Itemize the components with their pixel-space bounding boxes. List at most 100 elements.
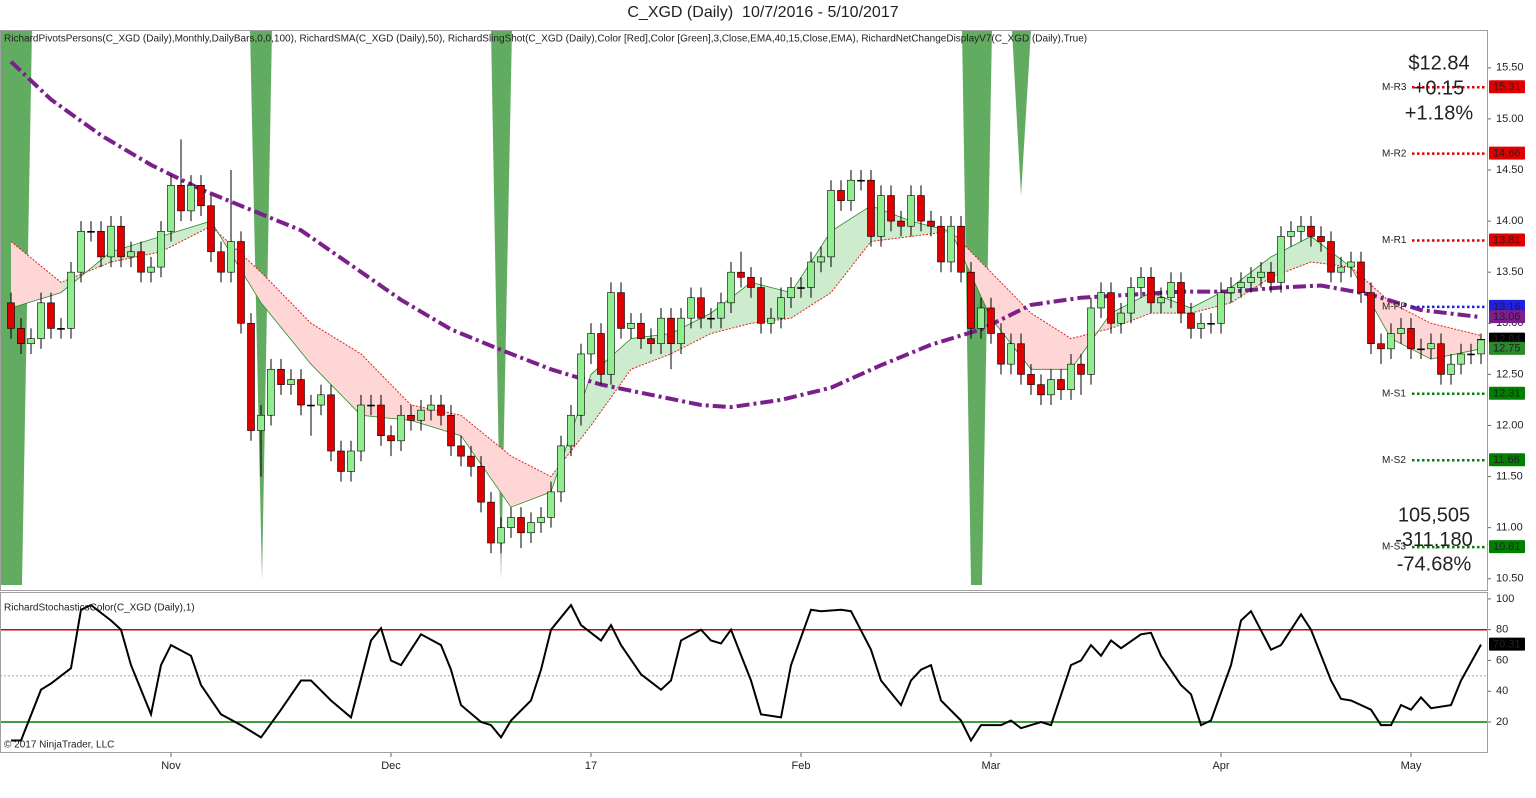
candle-body (987, 307, 995, 334)
candle-body (907, 195, 915, 227)
candle-body (1327, 241, 1335, 273)
net-change-price: $12.84 (1408, 52, 1469, 74)
candle-body (1047, 379, 1055, 396)
candle-body (837, 190, 845, 201)
candle-body (47, 302, 55, 329)
signal-spike (491, 30, 512, 580)
ribbon-fill (1031, 313, 1071, 370)
candle-body (647, 338, 655, 345)
volume-change-volume: 105,505 (1398, 504, 1470, 526)
y-tick-label: 11.50 (1496, 470, 1523, 482)
value-box (1489, 341, 1525, 355)
candle-body (1277, 236, 1285, 283)
candle-body (297, 379, 305, 406)
candle-body (567, 414, 575, 447)
candle-body (967, 271, 975, 329)
candle-body (87, 231, 95, 233)
candle-body (787, 287, 795, 299)
candle-body (547, 491, 555, 518)
candle-body (137, 251, 145, 273)
candle-body (17, 328, 25, 345)
y-tick-label: 80 (1496, 624, 1508, 636)
candle-body (1357, 261, 1365, 293)
x-tick-label: Apr (1212, 760, 1229, 772)
candle-body (687, 297, 695, 319)
value-box-label: 70.31 (1493, 639, 1521, 651)
candle-body (997, 333, 1005, 365)
candle-body (1087, 307, 1095, 375)
candle-body (937, 225, 945, 263)
value-box-label: 13.81 (1493, 234, 1521, 246)
candle-body (227, 241, 235, 273)
candle-body (1207, 322, 1215, 325)
candle-body (727, 271, 735, 304)
candle-body (657, 317, 665, 345)
plot-layer: M-R3 15.31 M-R2 14.66 M-R1 13.81 M-PP 13.16 M-S1… (0, 52, 1525, 772)
candle-body (357, 404, 365, 452)
candle-body (617, 292, 625, 329)
value-box-label: 12.31 (1493, 388, 1521, 400)
candle-body (827, 190, 835, 258)
candle-body (437, 404, 445, 416)
candle-body (1147, 276, 1155, 304)
y-tick-label: 10.50 (1496, 573, 1524, 585)
pivot-label: M-R2 (1382, 148, 1407, 159)
candle-body (1407, 328, 1415, 350)
ribbon-fill (511, 456, 551, 508)
stochastic-line (11, 603, 1482, 743)
candle-body (237, 241, 245, 324)
ema-slow-line (10, 225, 1482, 478)
chart-title: C_XGD (Daily) 10/7/2016 - 5/10/2017 (627, 4, 898, 21)
candle-body (947, 225, 955, 263)
candle-body (1387, 333, 1395, 350)
x-tick-label: Nov (161, 760, 181, 772)
y-tick-label: 100 (1496, 593, 1514, 605)
value-box (1489, 453, 1525, 467)
candle-body (637, 322, 645, 339)
value-box (1489, 80, 1525, 94)
value-box (1489, 299, 1525, 313)
candle-body (897, 220, 905, 227)
candle-body (807, 261, 815, 288)
candle-body (697, 297, 705, 319)
ribbon-fill (1071, 313, 1111, 370)
candle-body (1137, 276, 1145, 288)
candle-body (177, 185, 185, 212)
pivot-label: M-S1 (1382, 388, 1406, 399)
candle-body (1017, 343, 1025, 375)
candle-body (247, 322, 255, 431)
ribbon-fill (461, 415, 511, 508)
volume-change-change: -311,180 (1395, 529, 1472, 551)
candle-body (267, 368, 275, 416)
candle-body (1187, 312, 1195, 329)
y-tick-label: 11.00 (1496, 522, 1523, 534)
pivot-label: M-S3 (1382, 542, 1406, 553)
pivot-label: M-PP (1382, 302, 1407, 313)
y-tick-label: 14.00 (1496, 215, 1524, 227)
y-tick-label: 15.50 (1496, 62, 1524, 74)
candle-body (97, 231, 105, 258)
candle-body (197, 185, 205, 207)
candle-body (7, 302, 15, 329)
candle-body (1267, 271, 1275, 283)
indicator-label: RichardPivotsPersons(C_XGD (Daily),Month… (4, 34, 1087, 45)
candle-body (187, 185, 195, 212)
candle-body (927, 220, 935, 227)
value-box-label: 15.31 (1493, 81, 1521, 93)
y-tick-label: 20 (1496, 716, 1508, 728)
candle-body (1397, 328, 1405, 334)
candle-body (587, 333, 595, 355)
candle-body (277, 368, 285, 385)
net-change-percent: +1.18% (1405, 102, 1474, 124)
candle-body (107, 225, 115, 258)
value-box-label: 13.06 (1493, 311, 1521, 323)
signal-spikes (0, 30, 1031, 585)
candle-body (707, 317, 715, 320)
candle-body (1157, 297, 1165, 304)
value-box-label: 10.81 (1493, 541, 1521, 553)
candle-body (147, 266, 155, 273)
candle-body (537, 517, 545, 523)
candle-body (1067, 363, 1075, 391)
candle-body (317, 394, 325, 406)
